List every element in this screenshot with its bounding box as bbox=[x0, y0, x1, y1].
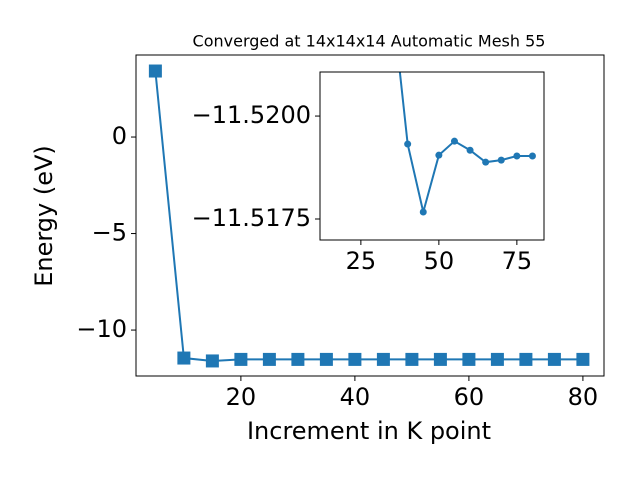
x-tick-label: 80 bbox=[568, 383, 599, 411]
data-line bbox=[398, 72, 533, 213]
data-marker bbox=[205, 354, 219, 368]
x-tick-label: 25 bbox=[346, 247, 377, 275]
data-marker bbox=[405, 352, 419, 366]
data-marker bbox=[404, 140, 412, 148]
data-marker bbox=[528, 152, 536, 160]
plot-area bbox=[148, 64, 590, 368]
data-marker bbox=[462, 352, 476, 366]
x-tick-label: 50 bbox=[424, 247, 455, 275]
data-marker bbox=[376, 352, 390, 366]
y-tick-label: −10 bbox=[76, 315, 127, 343]
y-tick-label: −11.5175 bbox=[192, 204, 311, 232]
data-marker bbox=[177, 351, 191, 365]
data-marker bbox=[348, 352, 362, 366]
data-marker bbox=[419, 208, 427, 216]
data-marker bbox=[148, 64, 162, 78]
x-tick-label: 20 bbox=[226, 383, 257, 411]
data-marker bbox=[450, 137, 458, 145]
chart-title: Converged at 14x14x14 Automatic Mesh 55 bbox=[193, 32, 546, 51]
y-axis-label: Energy (eV) bbox=[30, 145, 58, 287]
inset-background bbox=[320, 72, 544, 240]
data-marker bbox=[490, 352, 504, 366]
x-tick-label: 40 bbox=[340, 383, 371, 411]
x-axis-label: Increment in K point bbox=[247, 417, 491, 445]
data-marker bbox=[291, 352, 305, 366]
data-marker bbox=[319, 352, 333, 366]
data-marker bbox=[497, 156, 505, 164]
y-tick-label: 0 bbox=[112, 122, 127, 150]
y-tick-label: −11.5200 bbox=[192, 101, 311, 129]
x-tick-label: 75 bbox=[502, 247, 533, 275]
data-marker bbox=[547, 352, 561, 366]
data-marker bbox=[482, 158, 490, 166]
data-marker bbox=[435, 151, 443, 159]
data-line bbox=[154, 70, 583, 362]
data-marker bbox=[466, 146, 474, 154]
plot-area bbox=[398, 72, 536, 216]
data-marker bbox=[262, 352, 276, 366]
y-tick-label: −5 bbox=[92, 219, 127, 247]
axes-frame bbox=[319, 71, 545, 241]
data-marker bbox=[513, 152, 521, 160]
data-marker bbox=[234, 352, 248, 366]
data-marker bbox=[519, 352, 533, 366]
x-tick-label: 60 bbox=[454, 383, 485, 411]
data-marker bbox=[433, 352, 447, 366]
axes-frame bbox=[135, 54, 605, 377]
data-marker bbox=[576, 352, 590, 366]
